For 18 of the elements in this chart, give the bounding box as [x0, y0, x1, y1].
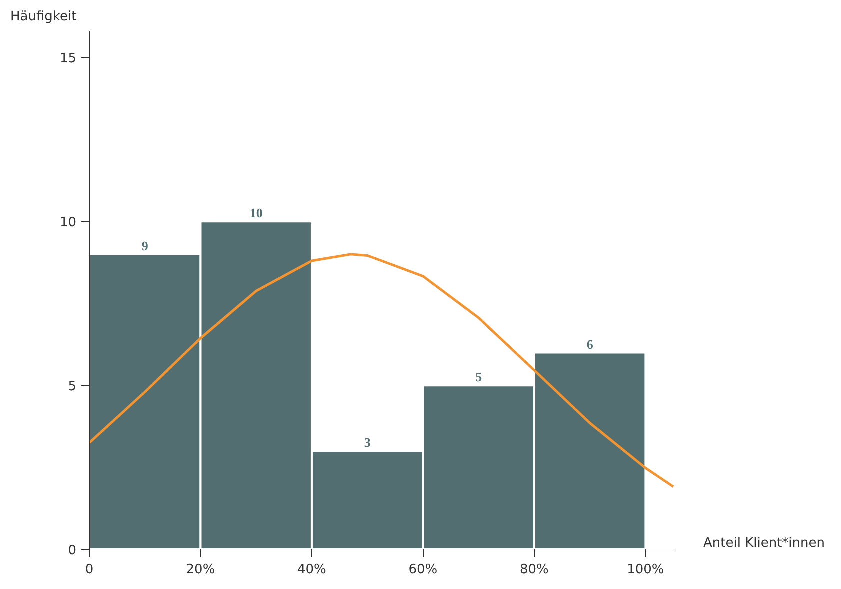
line-series [90, 253, 675, 488]
y-tick-label: 15 [60, 52, 77, 67]
data-label: 6 [586, 336, 594, 352]
x-tick-label: 100% [627, 562, 664, 578]
data-label: 5 [476, 370, 483, 385]
data-label: 3 [364, 435, 372, 450]
y-tick-label: 10 [60, 216, 77, 231]
x-tick-label: 80% [520, 562, 549, 578]
y-tick-label: 0 [68, 544, 77, 558]
x-tick-label: 0 [85, 562, 94, 578]
x-tick-label: 20% [186, 562, 216, 578]
data-label: 9 [142, 238, 149, 254]
y-tick-label: 5 [68, 380, 77, 395]
y-axis-title: Häufigkeit [10, 10, 77, 24]
x-tick-label: 40% [298, 562, 326, 578]
x-axis-title: Anteil Klient*innen [704, 536, 825, 551]
x-tick-label: 60% [408, 562, 438, 578]
data-label: 10 [250, 206, 263, 221]
